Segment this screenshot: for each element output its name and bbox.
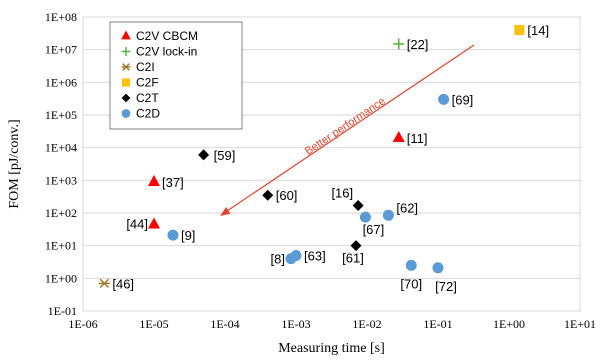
x-tick-label: 1E-05 [139,317,168,331]
data-point [432,262,444,274]
x-tick-label: 1E-06 [68,317,97,331]
point-label: [69] [452,92,474,107]
point-label: [72] [435,279,457,294]
data-point [198,149,210,161]
data-point [393,38,405,50]
point-label: [70] [400,276,422,291]
legend-marker [121,30,131,40]
y-tick-label: 1E-01 [48,304,77,318]
data-point [262,189,274,201]
x-tick-label: 1E-02 [352,317,381,331]
x-tick-label: 1E-01 [423,317,452,331]
point-label: [11] [407,131,428,146]
point-label: [44] [126,216,148,231]
data-point [167,229,179,241]
data-point [405,259,417,271]
legend-label: C2F [136,76,159,90]
point-label: [8] [271,252,285,267]
data-point [382,209,394,221]
point-label: [14] [527,23,549,38]
legend-marker [121,47,131,56]
legend-label: C2V CBCM [136,29,198,43]
legend-marker [121,63,131,71]
legend-marker [122,78,130,87]
point-label: [67] [363,222,385,237]
x-tick-label: 1E+01 [564,317,596,331]
arrow-head [220,207,231,216]
y-tick-label: 1E+06 [45,75,77,89]
data-point [438,93,450,105]
marker-stroke [99,278,110,289]
x-tick-label: 1E-04 [210,317,239,331]
point-label: [63] [304,249,326,264]
marker-stroke [122,63,130,71]
legend-label: C2T [136,91,159,105]
arrow-annotation: Better performance [303,95,388,158]
data-points [98,24,525,289]
data-point [352,199,364,211]
point-label: [59] [214,148,236,163]
point-label: [9] [181,228,195,243]
x-tick-label: 1E-03 [281,317,310,331]
point-labels: [37] [44] [11] [22] [46] [14] [59] [60] [16] [61]… [112,23,549,294]
y-axis-title: FOM [pJ/conv.] [7,119,22,208]
point-label: [61] [342,251,364,266]
x-axis-title: Measuring time [s] [278,341,385,356]
y-tick-label: 1E+00 [45,271,77,285]
data-point [290,250,302,262]
y-tick-label: 1E+05 [45,108,77,122]
data-point [98,278,110,289]
y-tick-label: 1E+02 [45,206,77,220]
y-tick-label: 1E+03 [45,173,77,187]
legend-label: C2V lock-in [136,45,197,59]
legend-marker [121,109,131,118]
point-label: [60] [276,188,298,203]
data-point [359,211,371,223]
axis-ticks: 1E-01 1E+00 1E+01 1E+02 1E+03 1E+04 1E+05 1E+06… [45,10,596,331]
point-label: [16] [331,185,353,200]
data-point [148,175,160,187]
legend-marker [121,93,131,103]
legend-label: C2D [136,107,160,121]
y-tick-label: 1E+01 [45,239,77,253]
point-label: [62] [396,200,418,215]
data-point [514,24,525,35]
point-label: [37] [162,175,184,190]
data-point [148,217,160,229]
y-tick-label: 1E+08 [45,10,77,24]
arrow-line [223,44,475,214]
point-label: [46] [112,276,134,291]
data-point [392,131,405,143]
point-label: [22] [407,37,429,52]
data-point [350,240,362,252]
y-tick-label: 1E+04 [45,141,77,155]
y-tick-label: 1E+07 [45,43,77,57]
legend-box [109,21,243,130]
plot-area [82,16,581,312]
legend-label: C2I [136,60,155,74]
x-tick-label: 1E+00 [493,317,525,331]
